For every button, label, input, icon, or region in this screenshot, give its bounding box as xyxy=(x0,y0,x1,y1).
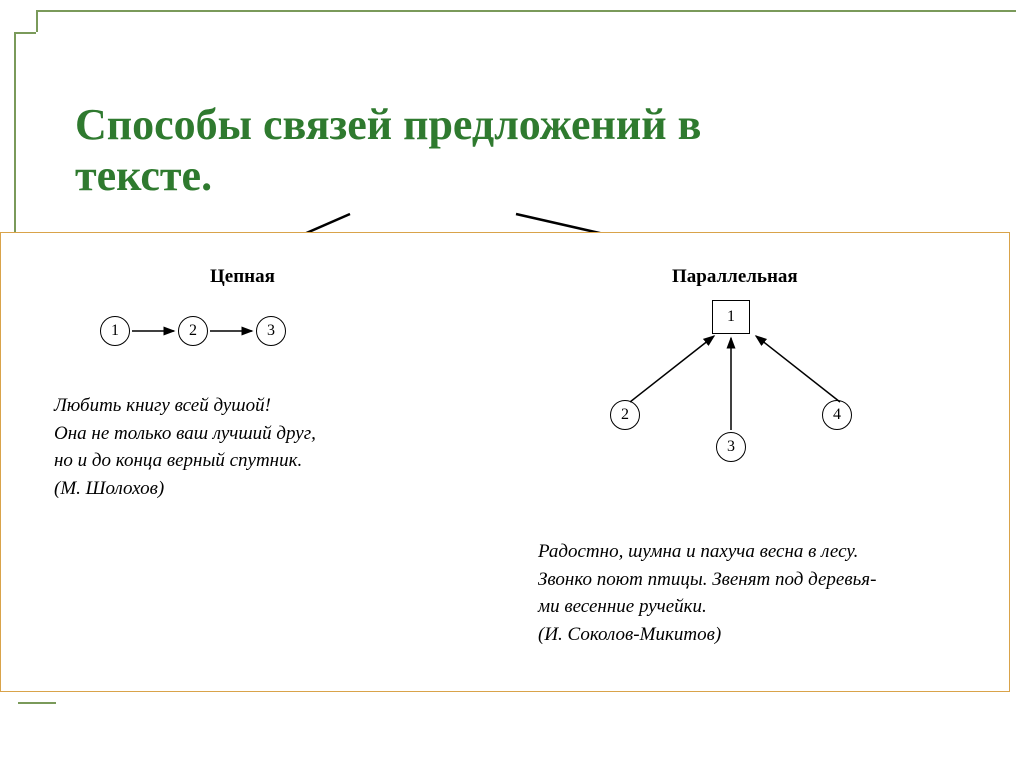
right-example: Радостно, шумна и пахуча весна в лесу. З… xyxy=(538,538,876,648)
chain-node-1: 1 xyxy=(100,316,130,346)
page-title: Способы связей предложений в тексте. xyxy=(75,100,701,201)
parallel-root: 1 xyxy=(712,300,750,334)
right-subtitle: Параллельная xyxy=(672,266,798,288)
chain-node-2: 2 xyxy=(178,316,208,346)
title-line1: Способы связей предложений в xyxy=(75,100,701,149)
parallel-arrow-2 xyxy=(723,334,739,434)
title-line2: тексте. xyxy=(75,151,212,200)
parallel-arrow-1 xyxy=(620,330,730,410)
chain-arrow-1 xyxy=(130,324,178,338)
parallel-arrow-3 xyxy=(744,330,854,410)
left-example: Любить книгу всей душой! Она не только в… xyxy=(54,392,316,502)
frame-tick xyxy=(18,702,56,704)
chain-node-3: 3 xyxy=(256,316,286,346)
chain-arrow-2 xyxy=(208,324,256,338)
parallel-child-2: 3 xyxy=(716,432,746,462)
left-subtitle: Цепная xyxy=(210,266,275,288)
